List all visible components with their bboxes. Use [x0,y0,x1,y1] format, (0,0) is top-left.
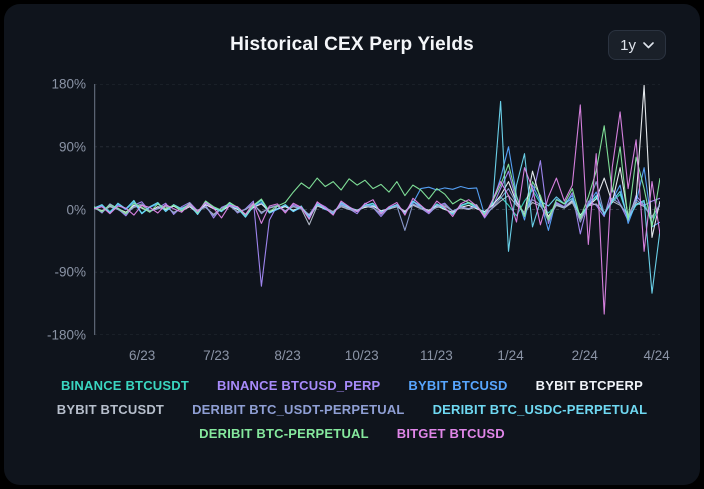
legend-item-bitget-btcusd[interactable]: BITGET BTCUSD [396,426,505,441]
series-line-deribit-btc-perpetual [94,125,660,228]
legend-item-deribit-btc-perpetual[interactable]: DERIBIT BTC-PERPETUAL [199,426,369,441]
x-tick-label: 2/24 [571,348,598,363]
chart-card: Historical CEX Perp Yields 1y 180% 90% 0% -… [4,4,700,485]
legend-item-bybit-btcperp[interactable]: BYBIT BTCPERP [535,378,643,393]
legend: BINANCE BTCUSDT BINANCE BTCUSD_PERP BYBIT … [4,378,700,441]
legend-item-deribit-btc-usdc-perpetual[interactable]: DERIBIT BTC_USDC-PERPETUAL [432,402,648,417]
page-title: Historical CEX Perp Yields [230,34,474,55]
legend-row: BINANCE BTCUSDT BINANCE BTCUSD_PERP BYBIT … [4,378,700,393]
legend-item-deribit-btc-usdt-perpetual[interactable]: DERIBIT BTC_USDT-PERPETUAL [192,402,405,417]
legend-row: BYBIT BTCUSDT DERIBIT BTC_USDT-PERPETUAL D… [4,402,700,417]
x-tick-label: 7/23 [203,348,230,363]
chevron-down-icon [643,41,654,48]
y-tick-label: 0% [66,202,86,217]
legend-item-binance-btcusdt[interactable]: BINANCE BTCUSDT [61,378,189,393]
series-line-binance-btcusd-perp [94,160,660,287]
legend-item-bybit-btcusd[interactable]: BYBIT BTCUSD [408,378,508,393]
x-tick-label: 4/24 [643,348,670,363]
x-tick-label: 6/23 [128,348,156,363]
range-selector[interactable]: 1y [608,30,666,60]
range-selector-value: 1y [620,36,636,54]
y-tick-label: 180% [51,76,86,92]
series-line-bitget-btcusd [94,104,660,315]
x-tick-label: 8/23 [274,348,301,363]
x-tick-label: 1/24 [497,348,524,363]
x-axis-labels: 6/23 7/23 8/23 10/23 11/23 1/24 2/24 4/24 [94,348,670,366]
y-tick-label: 90% [58,139,86,155]
x-tick-label: 10/23 [344,348,379,363]
x-tick-label: 11/23 [420,348,453,363]
legend-row: DERIBIT BTC-PERPETUAL BITGET BTCUSD [4,426,700,441]
chart-plot[interactable] [94,84,660,335]
legend-item-bybit-btcusdt[interactable]: BYBIT BTCUSDT [56,402,165,417]
y-tick-label: -90% [54,264,86,280]
legend-item-binance-btcusd-perp[interactable]: BINANCE BTCUSD_PERP [216,378,381,393]
y-tick-label: -180% [46,327,86,343]
